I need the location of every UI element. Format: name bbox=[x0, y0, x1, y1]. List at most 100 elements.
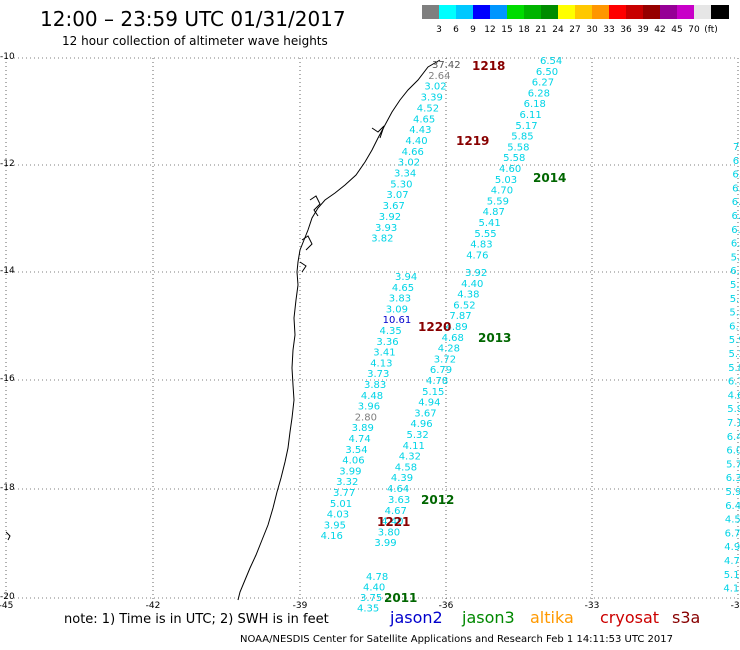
scale-label: 24 bbox=[552, 25, 564, 35]
wave-height-value: 6.43 bbox=[725, 501, 740, 512]
wave-height-value: 5.92 bbox=[726, 487, 740, 498]
wave-height-value: 6.27 bbox=[532, 78, 554, 89]
wave-height-value: 3.02 bbox=[424, 82, 446, 93]
coast-details bbox=[5, 125, 385, 541]
wave-height-value: 4.70 bbox=[491, 186, 513, 197]
wave-height-value: 4.06 bbox=[342, 456, 364, 467]
scale-label: 6 bbox=[453, 25, 459, 35]
scale-swatch bbox=[626, 5, 644, 19]
wave-height-value: 5.67 bbox=[730, 280, 740, 291]
wave-height-value: 4.39 bbox=[391, 473, 413, 484]
wave-height-value: 4.40 bbox=[405, 136, 427, 147]
wave-height-value: 3.82 bbox=[371, 234, 393, 245]
scale-label: 42 bbox=[654, 25, 666, 35]
wave-height-value: 6.17 bbox=[729, 321, 740, 332]
wave-height-value: 3.02 bbox=[398, 158, 420, 169]
hour-label-1220: 1220 bbox=[418, 320, 451, 334]
wave-height-value: 5.58 bbox=[503, 153, 525, 164]
wave-height-value: 6.52 bbox=[453, 300, 475, 311]
scale-swatch bbox=[422, 5, 440, 19]
latitude-label: -20 bbox=[0, 592, 15, 602]
wave-height-value: 10.61 bbox=[383, 315, 412, 326]
wave-height-value: 4.74 bbox=[349, 434, 371, 445]
map-grid bbox=[5, 57, 739, 602]
scale-swatch bbox=[558, 5, 576, 19]
wave-height-value: 5.30 bbox=[390, 179, 412, 190]
scale-swatch bbox=[711, 5, 729, 19]
wave-height-value: 3.41 bbox=[373, 348, 395, 359]
wave-height-value: 6.28 bbox=[528, 88, 550, 99]
wave-height-value: 6.33 bbox=[726, 473, 740, 484]
wave-height-value: 4.40 bbox=[363, 583, 385, 594]
wave-height-value: 5.17 bbox=[515, 121, 537, 132]
wave-height-value: 4.89 bbox=[446, 322, 468, 333]
scale-swatch bbox=[524, 5, 542, 19]
scale-swatch bbox=[592, 5, 610, 19]
wave-height-value: 4.91 bbox=[724, 542, 740, 553]
scale-label: 27 bbox=[569, 25, 581, 35]
wave-height-value: 3.54 bbox=[345, 445, 367, 456]
scale-label: 45 bbox=[671, 25, 683, 35]
wave-height-value: 4.60 bbox=[499, 164, 521, 175]
wave-height-value: 4.15 bbox=[723, 584, 740, 595]
wave-height-value: 3.09 bbox=[386, 304, 408, 315]
wave-height-value: 6.7 bbox=[731, 225, 740, 236]
legend-s3a: s3a bbox=[672, 608, 701, 627]
wave-height-value: 3.67 bbox=[414, 408, 436, 419]
wave-height-value: 3.83 bbox=[389, 294, 411, 305]
scale-label: 3 bbox=[436, 25, 442, 35]
wave-height-value: 3.67 bbox=[383, 201, 405, 212]
wave-height-value: 4.64 bbox=[387, 484, 409, 495]
wave-height-value: 4.40 bbox=[461, 279, 483, 290]
scale-label: 70 bbox=[688, 25, 700, 35]
longitude-label: -39 bbox=[292, 601, 308, 611]
wave-height-value: 4.68 bbox=[442, 333, 464, 344]
wave-height-value: 3.80 bbox=[378, 527, 400, 538]
scale-swatch bbox=[609, 5, 627, 19]
latitude-label: -18 bbox=[0, 483, 15, 493]
scale-label: 15 bbox=[501, 25, 513, 35]
wave-height-value: 5.52 bbox=[729, 308, 740, 319]
wave-height-value: 4.35 bbox=[357, 604, 379, 615]
wave-height-value: 4.16 bbox=[321, 531, 343, 542]
scale-swatch bbox=[439, 5, 457, 19]
wave-height-value: 37.42 bbox=[432, 60, 461, 71]
wave-height-value: 3.63 bbox=[388, 495, 410, 506]
footer-credit: NOAA/NESDIS Center for Satellite Applica… bbox=[240, 634, 673, 645]
wave-height-value: 3.92 bbox=[465, 268, 487, 279]
latitude-label: -12 bbox=[0, 159, 15, 169]
wave-height-value: 4.13 bbox=[370, 358, 392, 369]
wave-height-value: 3.99 bbox=[339, 466, 361, 477]
wave-height-value: 4.67 bbox=[385, 506, 407, 517]
wave-height-value: 3.34 bbox=[394, 169, 416, 180]
wave-height-value: 6.18 bbox=[524, 99, 546, 110]
legend-altika: altika bbox=[530, 608, 574, 627]
wave-height-value: 4.83 bbox=[470, 240, 492, 251]
wave-height-value: 5.55 bbox=[474, 229, 496, 240]
wave-height-value: 4.54 bbox=[725, 515, 740, 526]
wave-height-value: 4.43 bbox=[409, 125, 431, 136]
scale-label: 33 bbox=[603, 25, 615, 35]
wave-height-value: 3.72 bbox=[434, 354, 456, 365]
wave-height-value: 3.39 bbox=[421, 93, 443, 104]
scale-swatch bbox=[660, 5, 678, 19]
scale-swatch bbox=[541, 5, 559, 19]
wave-height-value: 4.40 bbox=[381, 517, 403, 528]
wave-height-value: 4.60 bbox=[728, 390, 740, 401]
longitude-label: -45 bbox=[0, 601, 14, 611]
wave-height-value: 6.50 bbox=[536, 67, 558, 78]
wave-height-value: 4.66 bbox=[402, 147, 424, 158]
wave-height-value: 6.79 bbox=[430, 365, 452, 376]
wave-height-value: 5.58 bbox=[507, 142, 529, 153]
latitude-label: -14 bbox=[0, 266, 15, 276]
wave-height-value: 6.07 bbox=[726, 446, 740, 457]
wave-height-value: 3.93 bbox=[375, 223, 397, 234]
wave-height-value: 7.15 bbox=[727, 418, 740, 429]
scale-swatch bbox=[677, 5, 695, 19]
scale-swatch bbox=[507, 5, 525, 19]
wave-height-value: 6.? bbox=[732, 170, 740, 181]
wave-height-value: 5.32 bbox=[407, 430, 429, 441]
wave-height-value: 4.87 bbox=[483, 207, 505, 218]
wave-height-value: 4.03 bbox=[327, 510, 349, 521]
